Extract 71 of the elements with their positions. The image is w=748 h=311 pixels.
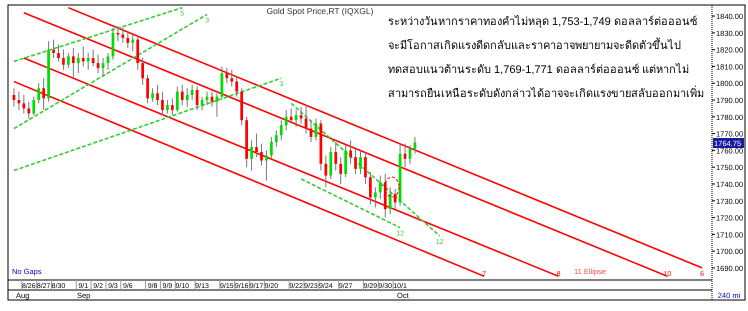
- candlestick: [300, 106, 302, 124]
- candlestick: [210, 91, 214, 108]
- candlestick: [92, 49, 95, 67]
- candlestick: [171, 98, 174, 116]
- candlestick: [334, 142, 338, 172]
- candlestick: [112, 27, 114, 60]
- candlestick: [230, 69, 234, 88]
- candlestick: [250, 140, 253, 172]
- candlestick: [180, 84, 184, 106]
- candlestick: [225, 68, 228, 84]
- candlestick: [121, 27, 124, 44]
- candlestick: [82, 46, 85, 67]
- candlestick: [52, 39, 55, 59]
- candlestick: [62, 49, 65, 70]
- candlestick: [206, 91, 208, 106]
- candlestick: [22, 94, 26, 114]
- candlestick: [255, 133, 258, 158]
- annotation: ระหว่างวันหากราคาทองคำไม่หลุด 1,753-1,749 ดอลลาร์ต่อออนซ์ จะมีโอกาสเกิดแรงดีดกลับและราคาอาจพยายามจะดีดตัวขึ้นไปทดสอบแนวต้านระดับ 1,769-1,771 ดอลลาร์ต่อออนซ์ แต่หากไม่สามารถยืนเหนือระดับดังกล่าวได้อาจจะเกิดแรงขายสลับออกมาเพิ่ม: [388, 14, 705, 102]
- candlestick: [235, 76, 238, 98]
- candlestick: [126, 30, 130, 48]
- candlestick: [364, 152, 367, 184]
- candlestick: [37, 82, 40, 104]
- candlestick: [344, 144, 348, 178]
- chart-title: Gold Spot Price,RT (IQXGL): [266, 6, 374, 16]
- candlestick: [156, 84, 159, 106]
- candlestick: [260, 143, 263, 166]
- candlestick: [339, 156, 342, 184]
- candlestick: [408, 144, 412, 164]
- candlestick: [141, 58, 144, 86]
- candlestick: [57, 44, 60, 62]
- candlestick: [146, 74, 149, 104]
- candlestick: [314, 118, 318, 141]
- candlestick: [349, 140, 352, 164]
- candlestick: [131, 34, 134, 52]
- candlestick: [200, 96, 204, 111]
- candlestick: [106, 52, 110, 70]
- candlestick: [280, 120, 283, 141]
- candlestick: [32, 96, 36, 116]
- candlestick: [196, 86, 198, 111]
- candlestick: [76, 52, 80, 74]
- candlestick: [220, 66, 224, 99]
- candlestick: [136, 36, 140, 70]
- candlestick: [324, 154, 328, 188]
- candlestick: [354, 148, 357, 174]
- candlestick: [67, 52, 70, 69]
- candlestick: [359, 150, 362, 174]
- candlestick: [404, 143, 406, 168]
- candlestick: [310, 120, 312, 142]
- candlestick: [18, 91, 20, 111]
- candlestick: [374, 186, 377, 208]
- candlestick: [190, 84, 194, 101]
- candlestick: [161, 91, 164, 116]
- candlestick: [96, 54, 100, 74]
- candlestick: [294, 110, 298, 128]
- candlestick: [216, 92, 218, 118]
- candlestick: [12, 88, 16, 108]
- candlestick: [369, 172, 372, 205]
- candlestick: [265, 150, 268, 182]
- candlestick: [86, 52, 90, 70]
- candlestick: [329, 146, 332, 180]
- candlestick: [378, 175, 382, 200]
- candlestick: [176, 86, 179, 112]
- candlestick: [27, 101, 30, 119]
- candlestick: [102, 58, 104, 78]
- candlestick: [116, 26, 120, 42]
- candlestick: [186, 88, 189, 108]
- candlestick: [304, 104, 308, 134]
- candlestick: [166, 100, 169, 114]
- candlestick: [151, 88, 154, 102]
- candlestick: [270, 136, 273, 160]
- candlestick: [414, 136, 416, 154]
